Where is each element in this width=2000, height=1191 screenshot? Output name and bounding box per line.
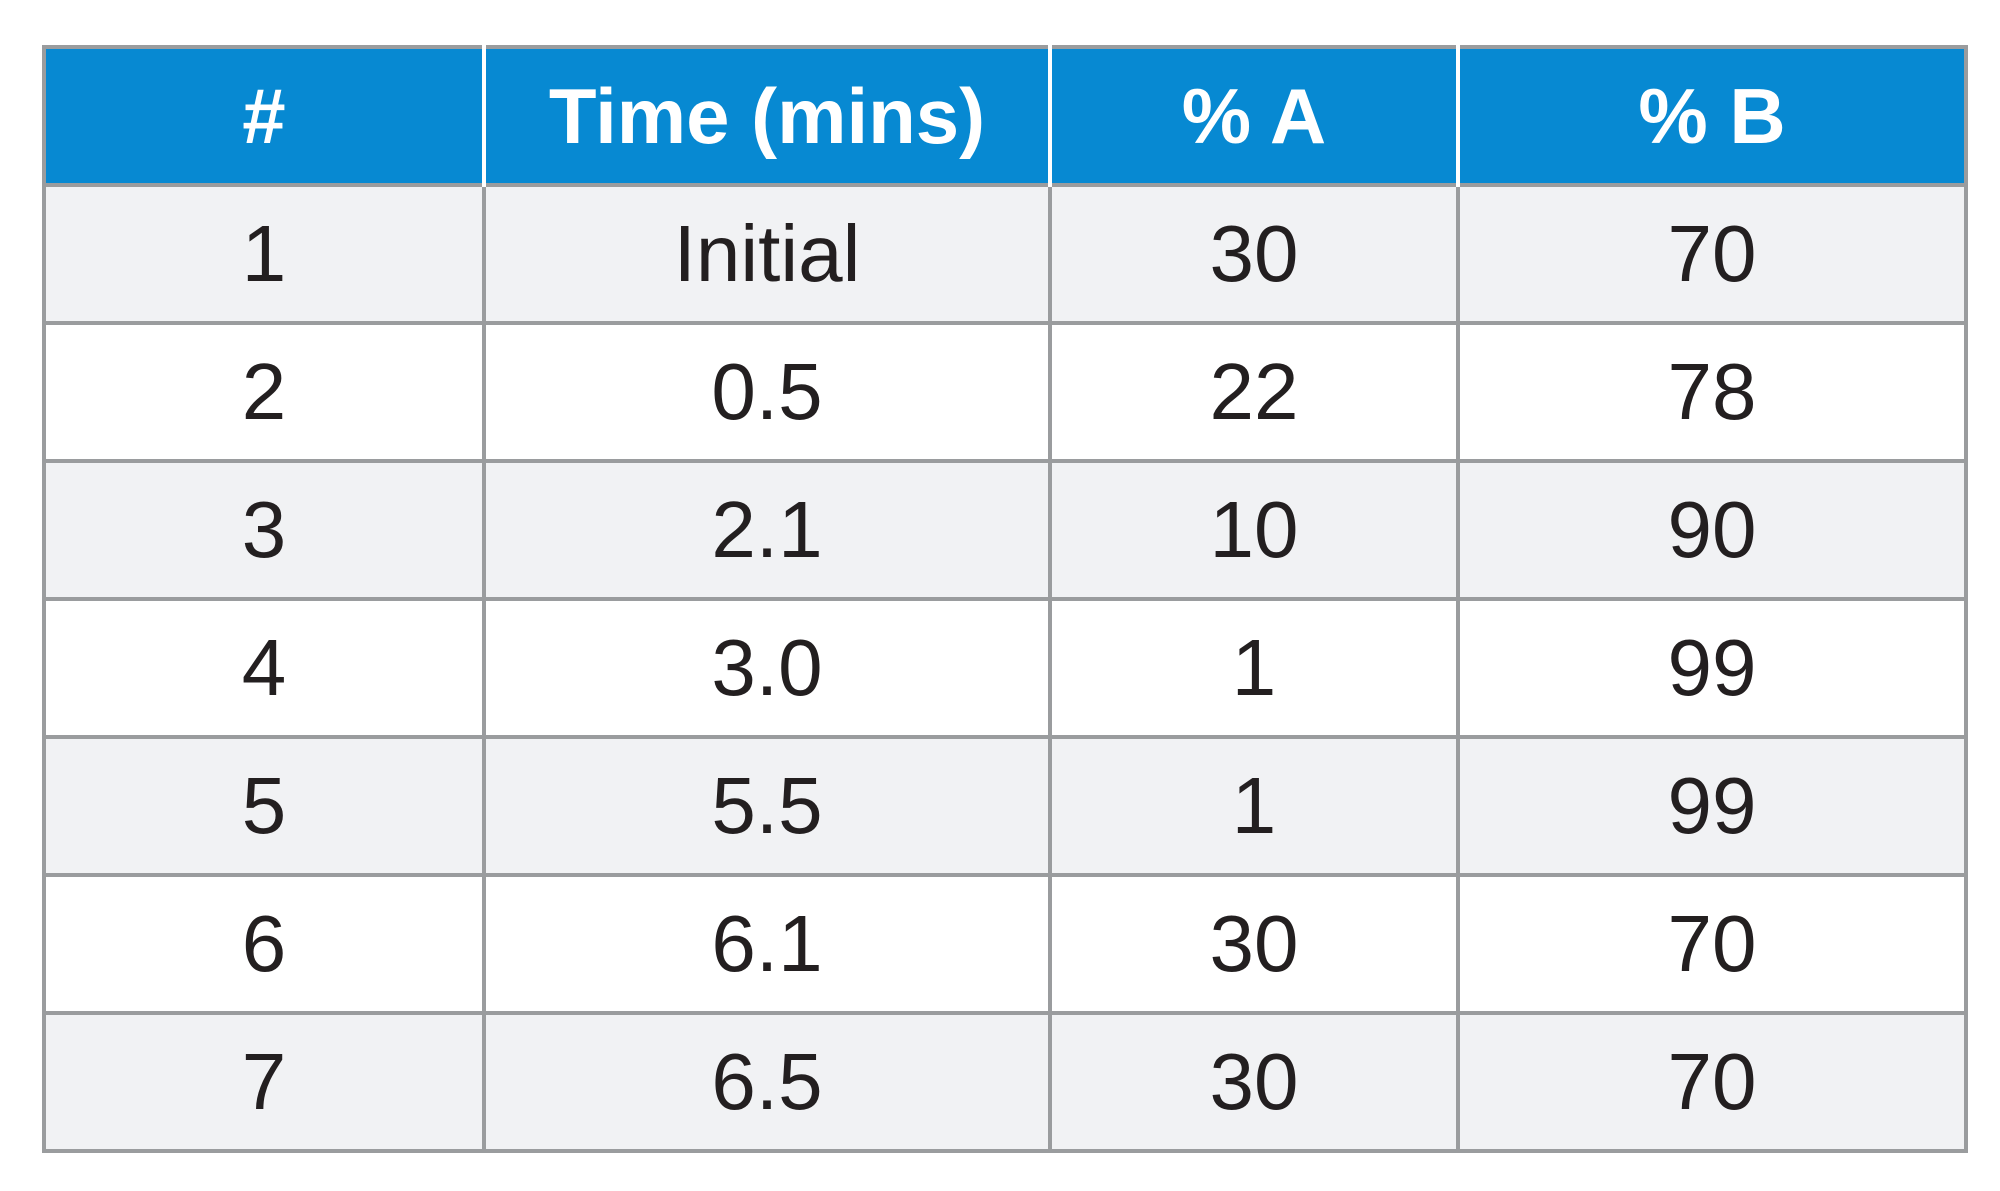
cell-percent-a: 10 (1048, 459, 1460, 601)
cell-time: 3.0 (482, 597, 1052, 739)
cell-percent-b: 70 (1456, 1011, 1968, 1153)
cell-time: 2.1 (482, 459, 1052, 601)
cell-percent-b: 78 (1456, 321, 1968, 463)
cell-time: 5.5 (482, 735, 1052, 877)
cell-percent-a: 1 (1048, 735, 1460, 877)
cell-time: 6.1 (482, 873, 1052, 1015)
header-row: # Time (mins) % A % B (44, 47, 1966, 185)
table-row: 3 2.1 10 90 (42, 459, 1968, 601)
cell-percent-b: 70 (1456, 873, 1968, 1015)
cell-percent-b: 99 (1456, 597, 1968, 739)
cell-step-number: 5 (42, 735, 486, 877)
cell-percent-a: 30 (1048, 183, 1460, 325)
table-body: 1 Initial 30 70 2 0.5 22 78 3 2.1 10 90 … (42, 183, 1968, 1153)
cell-percent-b: 99 (1456, 735, 1968, 877)
table-row: 5 5.5 1 99 (42, 735, 1968, 877)
cell-percent-b: 90 (1456, 459, 1968, 601)
cell-step-number: 3 (42, 459, 486, 601)
cell-percent-b: 70 (1456, 183, 1968, 325)
table-row: 2 0.5 22 78 (42, 321, 1968, 463)
header-percent-a: % A (1048, 47, 1460, 185)
header-percent-b: % B (1456, 47, 1966, 185)
table-row: 4 3.0 1 99 (42, 597, 1968, 739)
table-row: 7 6.5 30 70 (42, 1011, 1968, 1153)
cell-percent-a: 30 (1048, 873, 1460, 1015)
cell-time: 6.5 (482, 1011, 1052, 1153)
cell-step-number: 6 (42, 873, 486, 1015)
cell-percent-a: 22 (1048, 321, 1460, 463)
header-step-number: # (44, 47, 486, 185)
table-row: 6 6.1 30 70 (42, 873, 1968, 1015)
cell-time: 0.5 (482, 321, 1052, 463)
header-time: Time (mins) (482, 47, 1052, 185)
cell-step-number: 2 (42, 321, 486, 463)
cell-percent-a: 30 (1048, 1011, 1460, 1153)
cell-step-number: 4 (42, 597, 486, 739)
gradient-table: # Time (mins) % A % B 1 Initial 30 70 2 … (42, 45, 1968, 1153)
cell-step-number: 7 (42, 1011, 486, 1153)
table-row: 1 Initial 30 70 (42, 183, 1968, 325)
table-header: # Time (mins) % A % B (44, 47, 1966, 185)
cell-time: Initial (482, 183, 1052, 325)
cell-step-number: 1 (42, 183, 486, 325)
cell-percent-a: 1 (1048, 597, 1460, 739)
